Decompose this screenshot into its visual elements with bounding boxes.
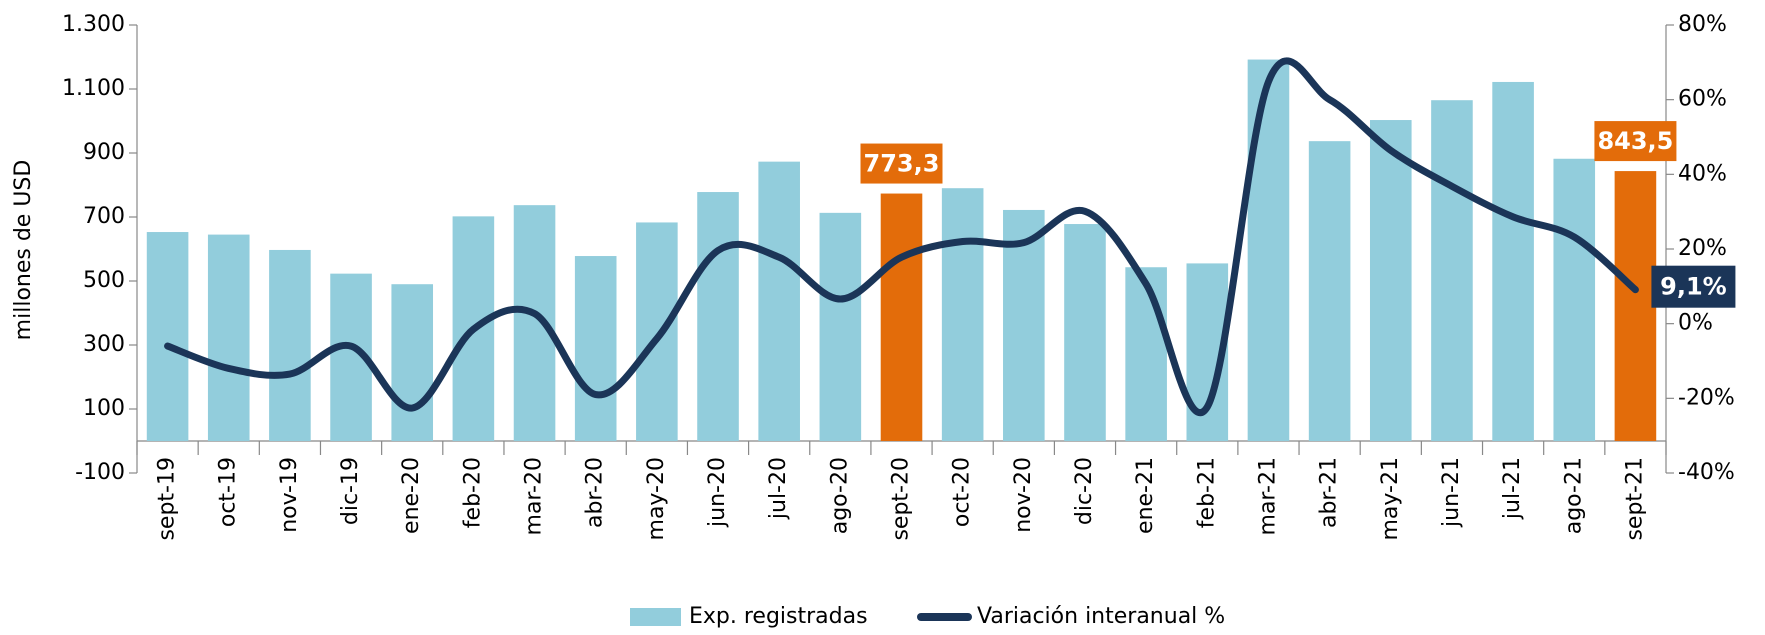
x-tick-label: sept-19 xyxy=(155,457,180,541)
bar xyxy=(391,284,434,441)
bar xyxy=(207,234,250,441)
bar xyxy=(1308,141,1351,441)
x-tick-label: feb-20 xyxy=(460,457,485,528)
x-tick-label: jul-21 xyxy=(1500,457,1525,520)
bar xyxy=(269,249,311,441)
x-tick-label: ago-21 xyxy=(1561,457,1586,534)
line xyxy=(164,57,1639,417)
line-value-label: 9,1% xyxy=(1660,273,1727,301)
x-tick-label: feb-21 xyxy=(1194,457,1219,528)
bar xyxy=(941,188,984,441)
x-tick-label: mar-20 xyxy=(522,457,547,535)
x-tick-label: sept-20 xyxy=(889,457,914,541)
bar-value-label: 843,5 xyxy=(1597,127,1673,155)
line-value-label-box xyxy=(1651,265,1736,308)
bar xyxy=(1553,158,1596,441)
x-tick-label: dic-20 xyxy=(1072,457,1097,525)
bar xyxy=(636,222,678,441)
x-tick-label: may-20 xyxy=(644,457,669,540)
y-tick-label: 300 xyxy=(83,332,125,357)
y2-tick-label: -40% xyxy=(1678,460,1735,485)
y2-tick-label: 0% xyxy=(1678,311,1713,336)
bar xyxy=(819,212,862,441)
x-tick-label: oct-20 xyxy=(950,457,975,527)
y-axis-label: millones de USD xyxy=(11,160,36,341)
bar xyxy=(1492,81,1534,442)
x-tick-label: jun-20 xyxy=(705,457,730,528)
y2-tick-label: 80% xyxy=(1678,12,1727,37)
bar xyxy=(1247,59,1290,442)
x-tick-label: jul-20 xyxy=(766,457,791,520)
x-tick-label: ene-20 xyxy=(399,457,424,534)
y2-tick-label: 60% xyxy=(1678,87,1727,112)
y2-tick-label: 40% xyxy=(1678,161,1727,186)
bar xyxy=(1064,224,1106,441)
y2-tick-label: -20% xyxy=(1678,385,1735,410)
x-tick-label: sept-21 xyxy=(1622,457,1647,541)
bar-value-label-box xyxy=(860,143,943,184)
bar xyxy=(574,256,617,441)
x-tick-label: nov-19 xyxy=(277,457,302,533)
bar xyxy=(1614,171,1657,441)
x-tick-label: abr-21 xyxy=(1317,457,1342,528)
x-tick-label: ene-21 xyxy=(1133,457,1158,534)
legend-label: Variación interanual % xyxy=(977,604,1225,629)
bar xyxy=(1431,100,1473,441)
x-tick-label: ago-20 xyxy=(827,457,852,534)
x-tick-label: jun-21 xyxy=(1439,457,1464,528)
bar-value-label: 773,3 xyxy=(864,150,940,178)
bar xyxy=(146,232,189,441)
bar xyxy=(1369,120,1412,441)
x-tick-label: oct-19 xyxy=(216,457,241,527)
bar xyxy=(1003,209,1045,441)
y-tick-label: 700 xyxy=(83,204,125,229)
y2-tick-label: 20% xyxy=(1678,236,1727,261)
y-tick-label: -100 xyxy=(75,460,125,485)
y-tick-label: 100 xyxy=(83,396,125,421)
x-tick-label: abr-20 xyxy=(583,457,608,528)
bar-value-label-box xyxy=(1594,121,1677,162)
legend-swatch xyxy=(630,608,681,626)
bar xyxy=(758,161,800,441)
x-tick-label: nov-20 xyxy=(1011,457,1036,533)
y-tick-label: 1.100 xyxy=(62,76,125,101)
y-tick-label: 1.300 xyxy=(62,12,125,37)
bar xyxy=(880,193,923,441)
x-tick-label: dic-19 xyxy=(338,457,363,525)
bar xyxy=(697,192,739,441)
y-tick-label: 500 xyxy=(83,268,125,293)
x-tick-label: may-21 xyxy=(1378,457,1403,540)
y-tick-label: 900 xyxy=(83,140,125,165)
x-tick-label: mar-21 xyxy=(1255,457,1280,535)
legend-label: Exp. registradas xyxy=(689,604,868,629)
bar xyxy=(1125,267,1167,441)
